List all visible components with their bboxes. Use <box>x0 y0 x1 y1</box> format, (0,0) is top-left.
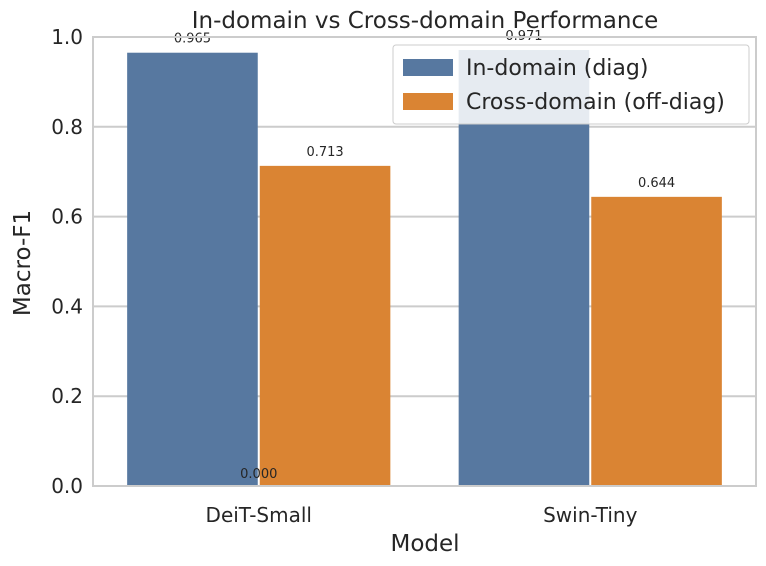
x-tick-label: Swin-Tiny <box>543 503 638 527</box>
bar <box>127 52 258 487</box>
data-label: 0.644 <box>638 176 675 191</box>
x-tick-labels: DeiT-Small Swin-Tiny <box>206 503 638 527</box>
y-tick-label: 1.0 <box>51 25 83 49</box>
bar <box>259 165 391 486</box>
plot-frame <box>92 36 757 487</box>
legend-swatch-cross-domain <box>403 93 453 110</box>
legend: In-domain (diag) Cross-domain (off-diag) <box>392 44 750 125</box>
bar <box>591 196 722 486</box>
legend-box <box>392 44 750 125</box>
data-label: 0.713 <box>306 145 343 160</box>
y-axis-title: Macro-F1 <box>10 210 36 316</box>
y-tick-label: 0.0 <box>51 474 83 498</box>
data-label: 0.965 <box>174 32 211 47</box>
y-tick-label: 0.2 <box>51 384 83 408</box>
y-tick-label: 0.6 <box>51 205 83 229</box>
x-axis-title: Model <box>390 531 459 557</box>
y-tick-label: 0.4 <box>51 294 83 318</box>
legend-label-in-domain: In-domain (diag) <box>466 56 648 81</box>
y-tick-labels: 0.0 0.2 0.4 0.6 0.8 1.0 <box>51 25 83 498</box>
zero-data-label: 0.000 <box>240 467 277 482</box>
legend-swatch-in-domain <box>403 59 453 76</box>
y-tick-label: 0.8 <box>51 115 83 139</box>
x-tick-label: DeiT-Small <box>206 503 312 527</box>
bars <box>127 50 722 487</box>
chart-title: In-domain vs Cross-domain Performance <box>192 8 659 34</box>
legend-label-cross-domain: Cross-domain (off-diag) <box>466 90 725 115</box>
